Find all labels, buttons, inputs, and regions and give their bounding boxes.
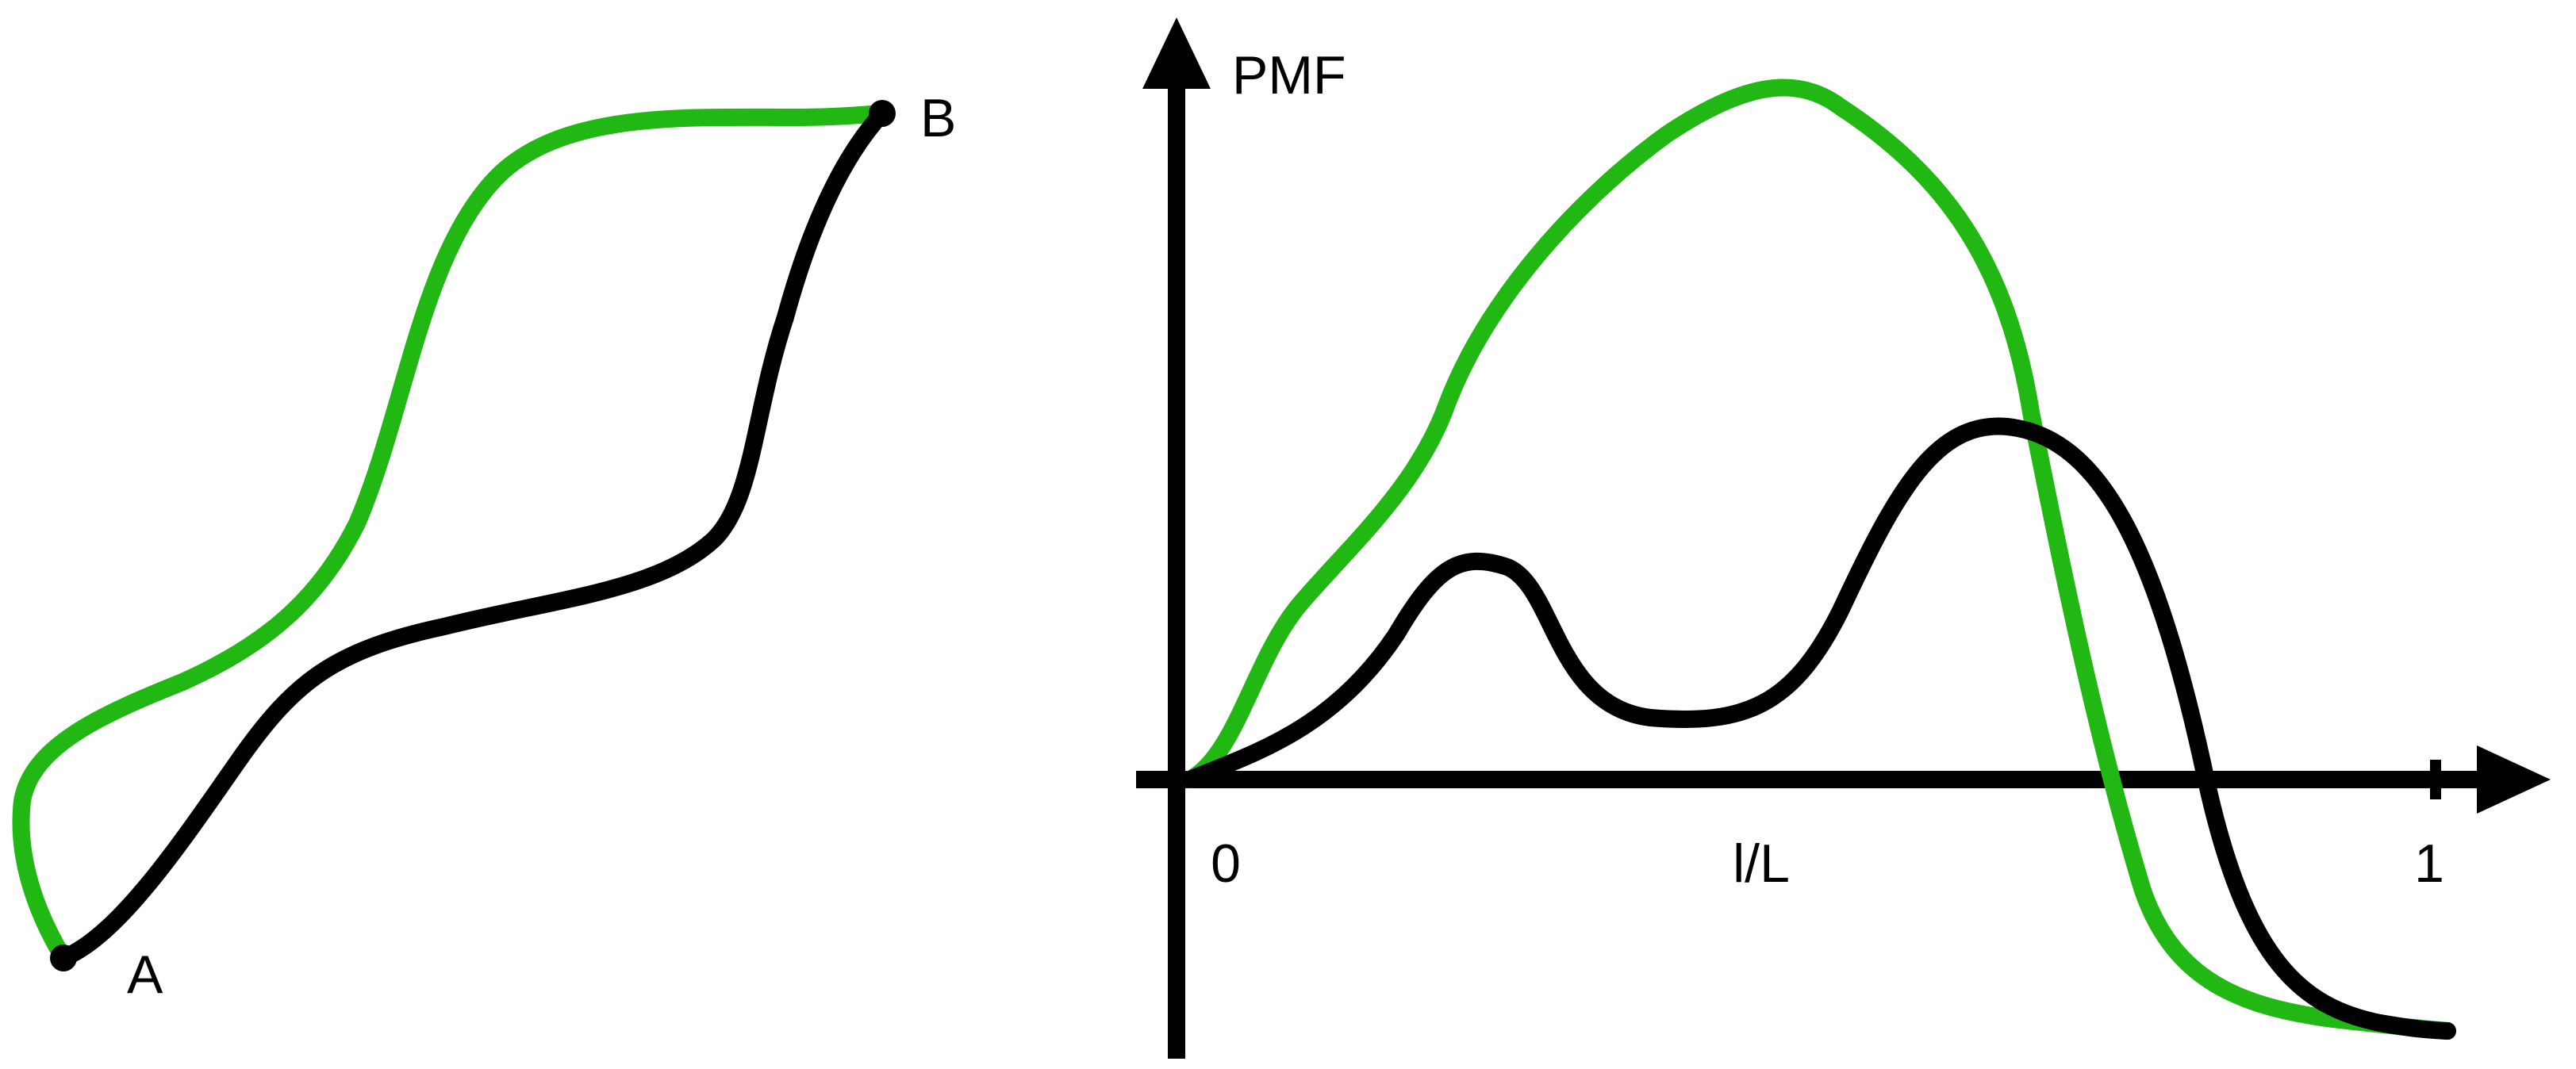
point-b-label: B (920, 88, 956, 148)
pmf-plot: PMF 0 l/L 1 (1136, 17, 2551, 1059)
x-tick-label-one: 1 (2414, 833, 2444, 894)
y-axis-label: PMF (1232, 45, 1346, 105)
green-pmf-curve (1181, 79, 2456, 1040)
x-axis-label: l/L (1733, 833, 1790, 894)
black-pmf-curve (1181, 417, 2456, 1040)
pathway-diagram: A B (12, 88, 956, 1005)
x-axis-arrowhead (2477, 745, 2551, 814)
black-pathway-curve (55, 105, 891, 967)
y-axis-arrowhead (1142, 17, 1211, 89)
point-b-marker (869, 100, 896, 127)
x-tick-label-zero: 0 (1211, 833, 1241, 894)
point-a-label: A (127, 944, 163, 1005)
point-a-marker (50, 944, 77, 971)
green-pathway-curve (12, 105, 891, 967)
